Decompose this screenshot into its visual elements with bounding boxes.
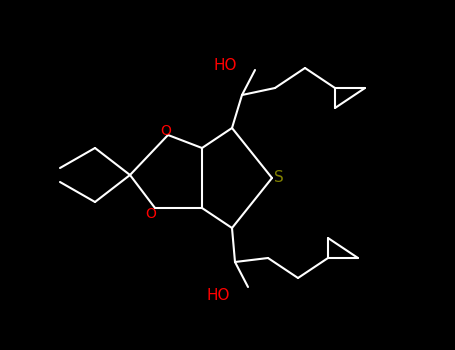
Text: O: O	[161, 124, 172, 138]
Text: O: O	[146, 207, 157, 221]
Text: HO: HO	[206, 287, 230, 302]
Text: S: S	[274, 170, 284, 186]
Text: HO: HO	[213, 57, 237, 72]
